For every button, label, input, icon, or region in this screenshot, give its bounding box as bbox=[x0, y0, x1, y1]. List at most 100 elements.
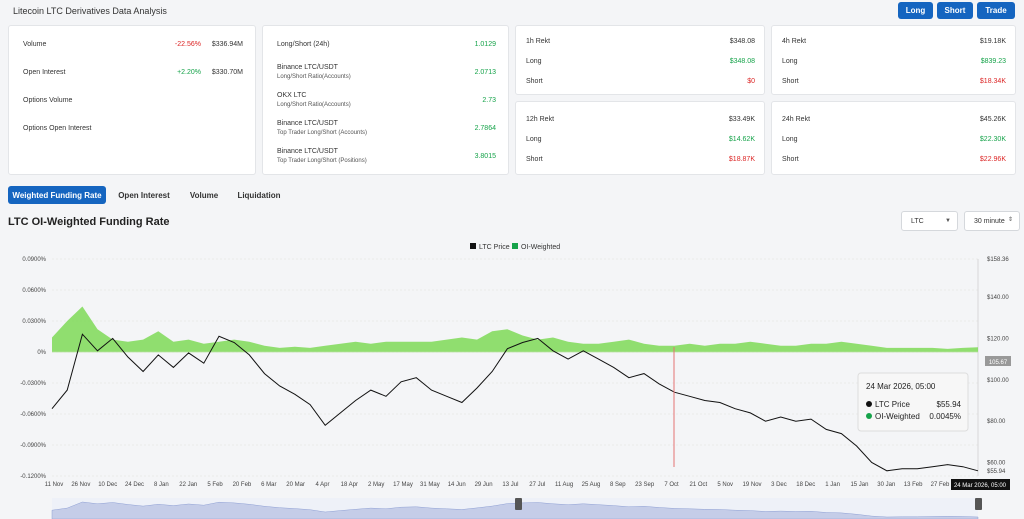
ratio-value: 1.0129 bbox=[474, 41, 496, 48]
tooltip: 24 Mar 2026, 05:00 LTC Price $55.94 OI-W… bbox=[857, 372, 969, 432]
rekt-title: 12h Rekt bbox=[526, 116, 555, 123]
rekt-total-row: 4h Rekt $19.18K bbox=[772, 38, 1015, 52]
x-axis-tick: 13 Feb bbox=[904, 482, 923, 488]
page-title: Litecoin LTC Derivatives Data Analysis bbox=[13, 6, 167, 16]
rekt-total: $45.26K bbox=[979, 116, 1006, 123]
overview-card: Volume -22.56% $336.94M Open Interest +2… bbox=[8, 25, 256, 175]
long-button[interactable]: Long bbox=[898, 2, 933, 19]
x-axis-tick: 3 Dec bbox=[771, 482, 787, 488]
left-axis-tick: -0.0300% bbox=[20, 381, 46, 387]
left-axis: 0.0900% 0.0600% 0.0300% 0% -0.0300% -0.0600% -… bbox=[20, 257, 46, 480]
coin-select[interactable]: LTC ▼ bbox=[901, 211, 958, 231]
tab-volume[interactable]: Volume bbox=[189, 190, 219, 200]
navigator-handle-left[interactable] bbox=[515, 498, 522, 510]
tab-weighted-funding-rate[interactable]: Weighted Funding Rate bbox=[8, 186, 106, 204]
left-axis-tick: -0.1200% bbox=[20, 474, 46, 480]
rekt-total-row: 1h Rekt $348.08 bbox=[516, 38, 764, 52]
ratio-label: Binance LTC/USDT bbox=[277, 120, 338, 127]
rekt-card-24h: 24h Rekt $45.26K Long $22.30K Short $22.… bbox=[771, 101, 1016, 175]
overview-row-options-oi: Options Open Interest bbox=[9, 125, 255, 139]
legend-price-label[interactable]: LTC Price bbox=[479, 244, 510, 251]
overview-label: Options Volume bbox=[23, 97, 73, 104]
rekt-card-12h: 12h Rekt $33.49K Long $14.62K Short $18.… bbox=[515, 101, 765, 175]
ratio-sublabel: Top Trader Long/Short (Positions) bbox=[277, 158, 367, 164]
current-price-marker: 105.67 bbox=[985, 356, 1011, 366]
tooltip-oi-dot bbox=[866, 413, 872, 419]
rekt-long-label: Long bbox=[782, 136, 798, 143]
rekt-long-row: Long $348.08 bbox=[516, 58, 764, 72]
rekt-short-row: Short $0 bbox=[516, 78, 764, 92]
price-line bbox=[51, 333, 979, 472]
right-axis: $158.36 $140.00 $120.00 $100.00 $80.00 $60.00… bbox=[977, 257, 1009, 476]
ratio-label: OKX LTC bbox=[277, 92, 307, 99]
ratio-row: Binance LTC/USDT Long/Short Ratio(Accoun… bbox=[263, 64, 508, 84]
rekt-short-label: Short bbox=[526, 78, 543, 85]
x-axis-tick: 30 Jan bbox=[877, 482, 895, 488]
right-axis-tick: $55.94 bbox=[987, 469, 1006, 475]
legend-oi-label[interactable]: OI-Weighted bbox=[521, 244, 560, 251]
navigator-handle-right[interactable] bbox=[975, 498, 982, 510]
rekt-long-row: Long $14.62K bbox=[516, 136, 764, 150]
x-current-box bbox=[951, 479, 1010, 490]
current-price-label: 105.67 bbox=[989, 360, 1008, 366]
x-axis-tick: 4 Apr bbox=[315, 482, 329, 488]
x-axis-tick: 5 Feb bbox=[207, 482, 223, 488]
navigator-series bbox=[51, 501, 979, 519]
x-axis-tick: 13 Jul bbox=[502, 482, 518, 488]
interval-select[interactable]: 30 minute ⇕ bbox=[964, 211, 1020, 231]
tooltip-oi-value: 0.0045% bbox=[929, 412, 961, 421]
rekt-total: $33.49K bbox=[728, 116, 755, 123]
ratio-value: 2.73 bbox=[482, 97, 496, 104]
long-short-card: Long/Short (24h) 1.0129 Binance LTC/USDT… bbox=[262, 25, 509, 175]
rekt-short-value: $22.96K bbox=[979, 156, 1006, 163]
current-price-box bbox=[985, 356, 1011, 366]
left-axis-tick: -0.0600% bbox=[20, 412, 46, 418]
tooltip-price-label: LTC Price bbox=[875, 400, 911, 409]
rekt-short-label: Short bbox=[782, 78, 799, 85]
short-button[interactable]: Short bbox=[937, 2, 973, 19]
rekt-total: $19.18K bbox=[979, 38, 1006, 45]
tab-open-interest[interactable]: Open Interest bbox=[118, 190, 170, 200]
rekt-long-label: Long bbox=[526, 136, 542, 143]
right-axis-tick: $120.00 bbox=[987, 336, 1009, 342]
ratio-label: Binance LTC/USDT bbox=[277, 148, 338, 155]
price-series bbox=[51, 333, 979, 472]
x-axis-tick: 24 Dec bbox=[125, 482, 144, 488]
x-axis-tick: 22 Jan bbox=[179, 482, 197, 488]
left-axis-tick: 0.0300% bbox=[22, 319, 46, 325]
range-navigator[interactable] bbox=[51, 498, 982, 519]
legend-price-swatch bbox=[470, 243, 476, 249]
ratio-row: Binance LTC/USDT Top Trader Long/Short (… bbox=[263, 148, 508, 168]
tooltip-price-dot bbox=[866, 401, 872, 407]
legend-oi-swatch bbox=[512, 243, 518, 249]
x-axis-tick: 7 Oct bbox=[664, 482, 679, 488]
interval-select-value: 30 minute bbox=[974, 217, 1005, 225]
rekt-long-label: Long bbox=[782, 58, 798, 65]
chevron-down-icon: ▼ bbox=[945, 218, 951, 224]
tooltip-price-value: $55.94 bbox=[937, 400, 962, 409]
x-axis-tick: 14 Jun bbox=[448, 482, 466, 488]
rekt-short-value: $18.34K bbox=[979, 78, 1006, 85]
ratio-row: Long/Short (24h) 1.0129 bbox=[263, 41, 508, 55]
left-axis-tick: -0.0900% bbox=[20, 443, 46, 449]
overview-label: Options Open Interest bbox=[23, 125, 92, 132]
x-axis-tick: 31 May bbox=[420, 482, 440, 488]
ratio-label: Binance LTC/USDT bbox=[277, 64, 338, 71]
chevron-updown-icon: ⇕ bbox=[1007, 217, 1013, 223]
rekt-short-label: Short bbox=[526, 156, 543, 163]
trade-button[interactable]: Trade bbox=[977, 2, 1015, 19]
x-axis-tick: 18 Dec bbox=[796, 482, 815, 488]
overview-row-volume: Volume -22.56% $336.94M bbox=[9, 41, 255, 55]
tab-liquidation[interactable]: Liquidation bbox=[237, 190, 281, 200]
rekt-short-row: Short $18.34K bbox=[772, 78, 1015, 92]
x-axis-tick: 25 Aug bbox=[582, 482, 601, 488]
funding-rate-chart[interactable]: LTC Price OI-Weighted 0.0900% 0.0600% 0.03… bbox=[0, 239, 1024, 519]
right-axis-tick: $80.00 bbox=[987, 419, 1006, 425]
rekt-long-value: $22.30K bbox=[979, 136, 1006, 143]
coin-select-value: LTC bbox=[911, 217, 924, 225]
overview-label: Open Interest bbox=[23, 69, 66, 76]
rekt-total: $348.08 bbox=[729, 38, 755, 45]
rekt-long-row: Long $22.30K bbox=[772, 136, 1015, 150]
x-axis-tick: 21 Oct bbox=[690, 482, 708, 488]
x-axis-tick: 11 Nov bbox=[45, 482, 64, 488]
